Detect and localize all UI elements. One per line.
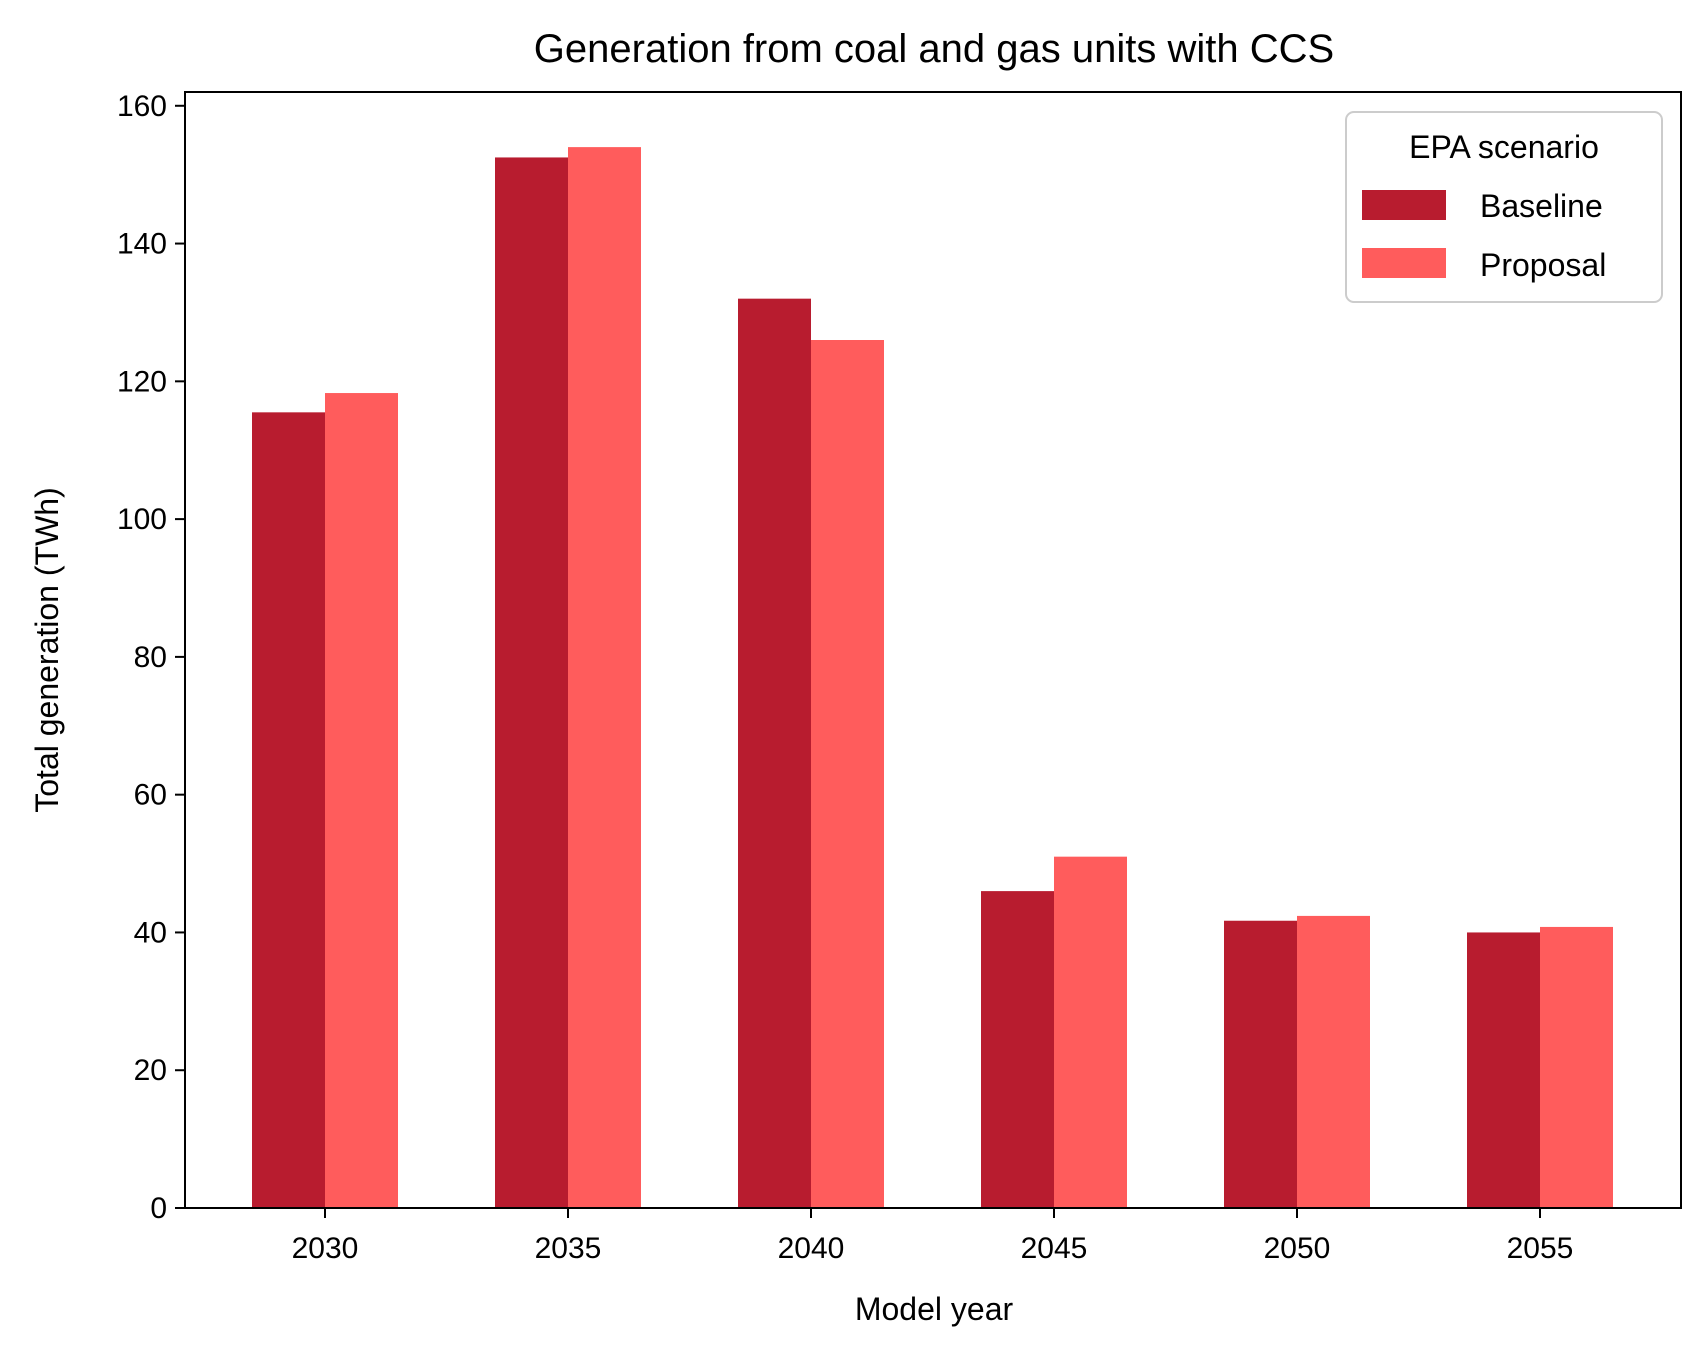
y-tick-label-120: 120 [117, 365, 167, 398]
bar-baseline-2055 [1467, 932, 1540, 1208]
legend-label-baseline: Baseline [1480, 188, 1603, 224]
bar-proposal-2055 [1540, 926, 1613, 1208]
bar-baseline-2045 [981, 891, 1054, 1208]
y-tick-label-0: 0 [150, 1192, 167, 1225]
x-ticks-group: 2030 2035 2040 2045 2050 2055 [292, 1208, 1574, 1265]
bar-baseline-2030 [252, 412, 325, 1208]
x-tick-label-2030: 2030 [292, 1232, 359, 1265]
y-tick-label-80: 80 [134, 641, 167, 674]
y-axis-label: Total generation (TWh) [29, 487, 65, 812]
bar-proposal-2045 [1054, 856, 1127, 1208]
legend-title: EPA scenario [1409, 129, 1599, 165]
x-tick-label-2040: 2040 [778, 1232, 845, 1265]
legend: EPA scenario Baseline Proposal [1345, 111, 1663, 303]
legend-label-proposal: Proposal [1480, 247, 1606, 283]
y-tick-label-40: 40 [134, 916, 167, 949]
y-tick-label-60: 60 [134, 779, 167, 812]
plot-frame [184, 91, 1682, 1209]
chart-title: Generation from coal and gas units with … [534, 27, 1334, 71]
bar-proposal-2030 [325, 393, 398, 1208]
x-tick-label-2035: 2035 [535, 1232, 602, 1265]
x-tick-label-2050: 2050 [1264, 1232, 1331, 1265]
bar-proposal-2035 [568, 147, 641, 1209]
y-tick-label-140: 140 [117, 228, 167, 261]
y-tick-label-160: 160 [117, 90, 167, 123]
x-tick-label-2045: 2045 [1021, 1232, 1088, 1265]
bar-proposal-2040 [811, 340, 884, 1208]
bar-baseline-2050 [1224, 920, 1297, 1208]
y-tick-label-20: 20 [134, 1054, 167, 1087]
y-ticks-group: 0 20 40 60 80 100 120 140 160 [117, 90, 185, 1225]
x-axis-label: Model year [855, 1291, 1014, 1327]
y-tick-label-100: 100 [117, 503, 167, 536]
bar-proposal-2050 [1297, 915, 1370, 1208]
x-tick-label-2055: 2055 [1507, 1232, 1574, 1265]
legend-swatch-baseline [1362, 190, 1446, 220]
bar-baseline-2035 [495, 157, 568, 1208]
bars-group [252, 147, 1613, 1209]
legend-swatch-proposal [1362, 248, 1446, 278]
bar-baseline-2040 [738, 298, 811, 1209]
